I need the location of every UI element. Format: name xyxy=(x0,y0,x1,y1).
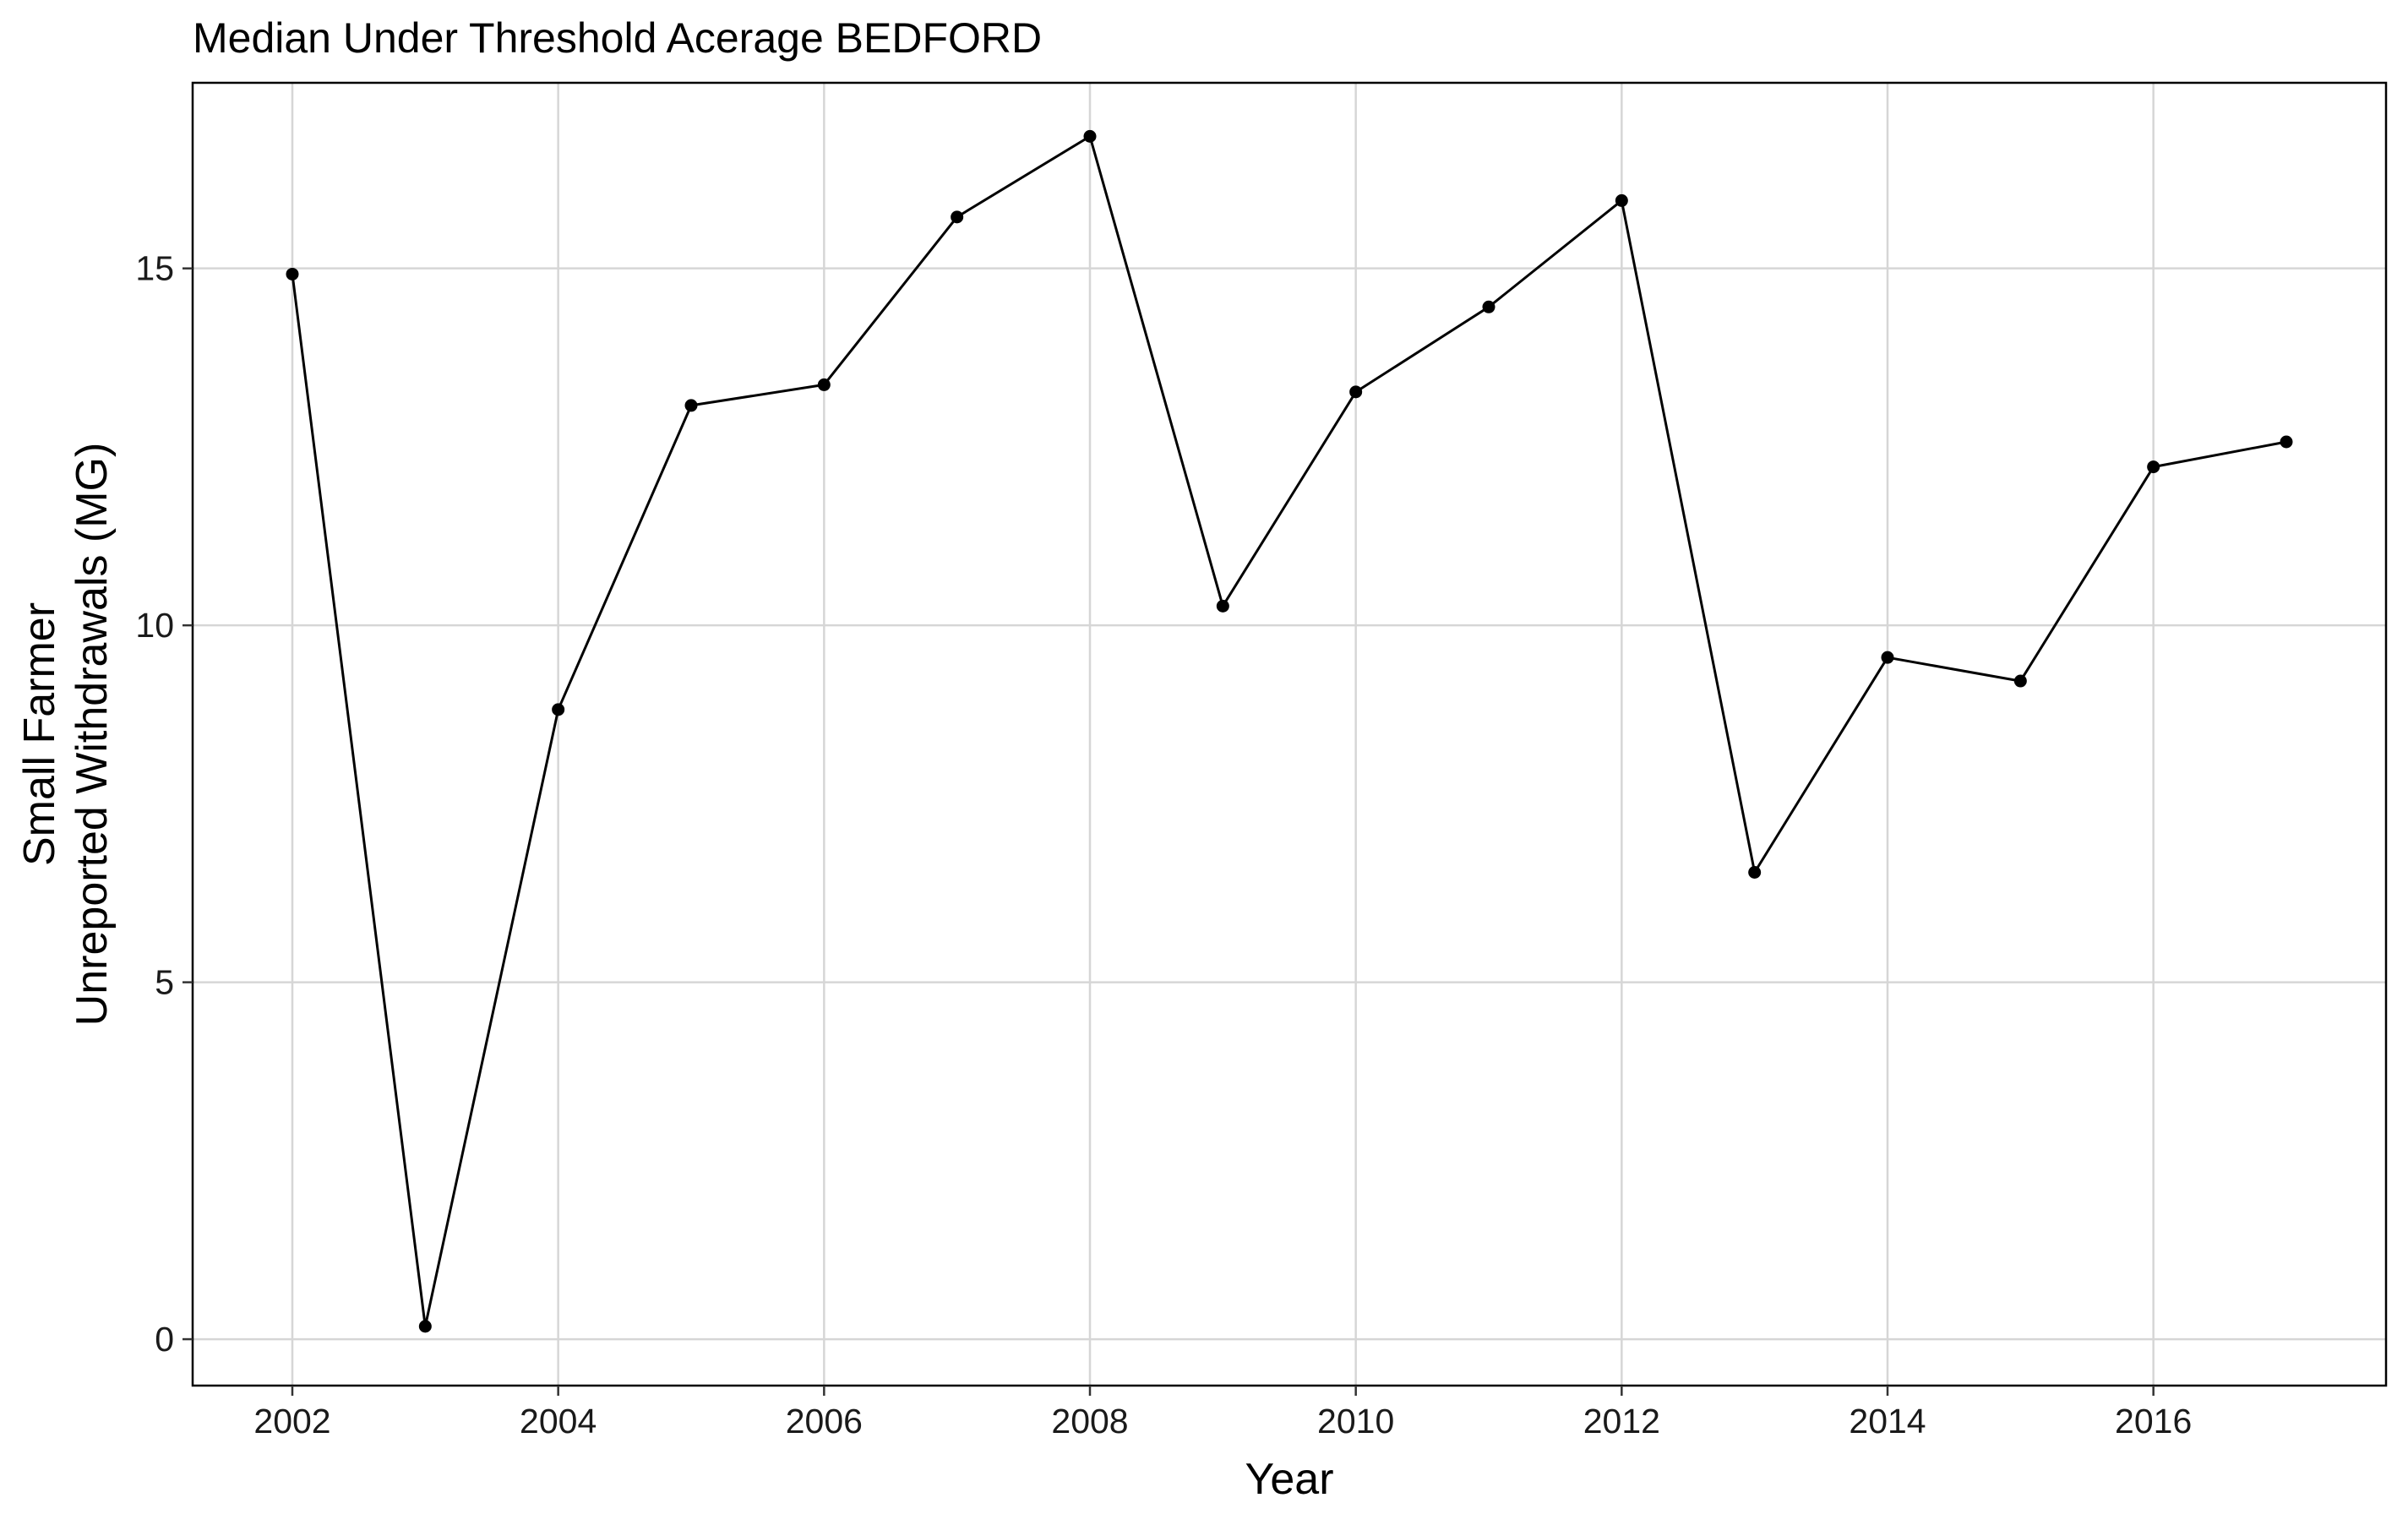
x-tick-label: 2010 xyxy=(1317,1402,1394,1441)
data-point-2013 xyxy=(1748,865,1762,879)
y-tick-label: 0 xyxy=(155,1320,174,1359)
y-tick-label: 10 xyxy=(135,606,174,645)
data-point-2008 xyxy=(1083,129,1097,143)
y-axis-title: Small Farmer Unreported Withdrawals (MG) xyxy=(15,443,117,1027)
x-axis-title: Year xyxy=(1245,1455,1333,1504)
x-tick-label: 2006 xyxy=(786,1402,863,1441)
x-tick-label: 2008 xyxy=(1051,1402,1128,1441)
data-point-2016 xyxy=(2147,460,2160,474)
data-point-2011 xyxy=(1482,300,1495,313)
data-point-2010 xyxy=(1349,385,1363,399)
x-tick-label: 2014 xyxy=(1849,1402,1926,1441)
chart-title: Median Under Threshold Acerage BEDFORD xyxy=(193,14,1042,62)
y-axis-title-line-1: Small Farmer xyxy=(15,602,64,866)
data-point-2015 xyxy=(2013,674,2027,688)
series-line xyxy=(291,134,2287,1328)
plot-frame xyxy=(191,81,2388,1387)
x-tick-label: 2012 xyxy=(1583,1402,1660,1441)
y-tick-label: 5 xyxy=(155,963,174,1002)
data-point-2003 xyxy=(418,1320,432,1333)
data-point-2004 xyxy=(552,703,565,716)
data-point-2002 xyxy=(286,267,299,280)
y-axis-title-line-2: Unreported Withdrawals (MG) xyxy=(68,443,117,1027)
x-tick-label: 2004 xyxy=(520,1402,597,1441)
data-point-2007 xyxy=(951,210,964,224)
axes: 2002 2004 2006 2008 2010 2012 2014 2016 0 5 10 15 xyxy=(135,249,2192,1441)
data-point-2017 xyxy=(2280,435,2293,449)
data-point-2012 xyxy=(1615,193,1628,207)
grid-lines xyxy=(193,83,2386,1386)
data-point-2005 xyxy=(684,399,698,412)
x-tick-label: 2002 xyxy=(253,1402,330,1441)
data-series xyxy=(286,129,2293,1333)
data-point-2006 xyxy=(817,378,831,391)
y-tick-label: 15 xyxy=(135,249,174,288)
data-point-2009 xyxy=(1216,599,1229,613)
x-tick-label: 2016 xyxy=(2115,1402,2192,1441)
data-point-2014 xyxy=(1881,651,1894,664)
